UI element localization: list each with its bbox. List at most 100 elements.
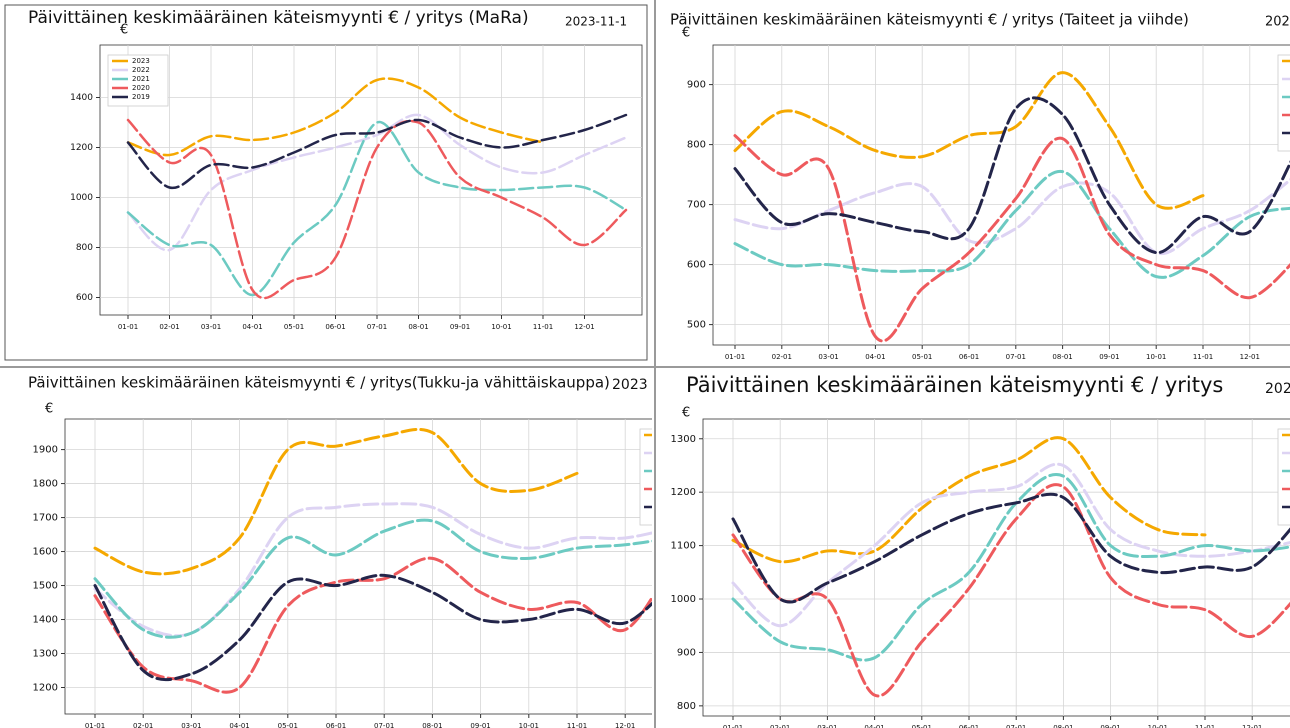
x-tick-label: 12-01	[1242, 724, 1262, 728]
y-axis-label: €	[45, 402, 53, 417]
x-tick-label: 02-01	[159, 323, 179, 331]
chart-title: Päivittäinen keskimääräinen käteismyynti…	[686, 373, 1223, 397]
x-tick-label: 04-01	[229, 722, 249, 728]
x-tick-label: 10-01	[491, 323, 511, 331]
series-line	[731, 492, 1290, 604]
series-line	[126, 121, 628, 297]
series-line	[126, 118, 628, 300]
panel-border	[4, 4, 648, 361]
y-tick-label: 1500	[33, 581, 58, 592]
x-tick-label: 07-01	[374, 722, 394, 728]
y-tick-label: 800	[687, 140, 706, 151]
x-tick-label: 10-01	[1146, 353, 1166, 361]
y-tick-label: 1800	[33, 479, 58, 490]
series-line	[93, 502, 652, 638]
y-tick-label: 500	[687, 320, 706, 331]
date-label: 2023	[1265, 381, 1290, 397]
legend-label: 2022	[132, 66, 150, 74]
x-tick-label: 07-01	[1006, 353, 1026, 361]
x-tick-label: 10-01	[1148, 724, 1168, 728]
series-line	[93, 556, 652, 694]
plot-area	[64, 418, 652, 715]
y-tick-label: 1200	[70, 143, 93, 153]
y-tick-label: 600	[76, 293, 93, 303]
y-tick-label: 1000	[70, 193, 93, 203]
x-tick-label: 12-01	[1240, 353, 1260, 361]
x-tick-label: 08-01	[1052, 353, 1072, 361]
x-tick-label: 02-01	[770, 724, 790, 728]
y-tick-label: 1200	[671, 487, 696, 498]
series-line	[731, 483, 1290, 698]
x-tick-label: 03-01	[201, 323, 221, 331]
x-tick-label: 01-01	[725, 353, 745, 361]
x-tick-label: 10-01	[519, 722, 539, 728]
y-tick-label: 700	[687, 200, 706, 211]
x-tick-label: 09-01	[470, 722, 490, 728]
x-tick-label: 11-01	[1195, 724, 1215, 728]
x-tick-label: 06-01	[959, 353, 979, 361]
x-tick-label: 03-01	[817, 724, 837, 728]
x-tick-label: 09-01	[1100, 724, 1120, 728]
x-tick-label: 04-01	[242, 323, 262, 331]
date-label: 2023	[612, 377, 648, 393]
series-line	[733, 96, 1290, 255]
chart-panel: Päivittäinen keskimääräinen käteismyynti…	[658, 0, 1290, 365]
x-tick-label: 11-01	[533, 323, 553, 331]
series-line	[733, 178, 1290, 256]
x-tick-label: 04-01	[865, 353, 885, 361]
series-line	[126, 77, 545, 157]
x-tick-label: 05-01	[284, 323, 304, 331]
chart-panel: Päivittäinen keskimääräinen käteismyynti…	[0, 0, 652, 365]
x-tick-label: 02-01	[772, 353, 792, 361]
legend-label: 2021	[132, 75, 150, 83]
x-tick-label: 08-01	[422, 722, 442, 728]
chart-title: Päivittäinen keskimääräinen käteismyynti…	[28, 8, 529, 28]
x-tick-label: 05-01	[912, 353, 932, 361]
legend-label: 2023	[132, 57, 150, 65]
y-tick-label: 1700	[33, 513, 58, 524]
x-tick-label: 06-01	[325, 323, 345, 331]
x-tick-label: 09-01	[1099, 353, 1119, 361]
series-line	[731, 436, 1207, 564]
x-tick-label: 11-01	[1193, 353, 1213, 361]
y-tick-label: 1900	[33, 445, 58, 456]
x-tick-label: 04-01	[864, 724, 884, 728]
y-tick-label: 900	[677, 647, 696, 658]
y-tick-label: 800	[76, 243, 93, 253]
legend-box	[1277, 54, 1290, 152]
chart-panel: Päivittäinen keskimääräinen käteismyynti…	[658, 369, 1290, 728]
x-tick-label: 03-01	[818, 353, 838, 361]
y-tick-label: 800	[677, 701, 696, 712]
y-axis-label: €	[120, 23, 128, 38]
x-tick-label: 02-01	[133, 722, 153, 728]
series-line	[93, 573, 652, 682]
x-tick-label: 05-01	[912, 724, 932, 728]
x-tick-label: 06-01	[959, 724, 979, 728]
series-line	[126, 113, 628, 189]
series-line	[733, 134, 1290, 343]
y-tick-label: 600	[687, 260, 706, 271]
legend-box	[639, 428, 652, 526]
separator	[0, 366, 1290, 368]
x-tick-label: 08-01	[1053, 724, 1073, 728]
x-tick-label: 11-01	[567, 722, 587, 728]
chart-title: Päivittäinen keskimääräinen käteismyynti…	[670, 11, 1189, 29]
x-tick-label: 12-01	[574, 323, 594, 331]
y-tick-label: 1400	[33, 615, 58, 626]
date-label: 2023-11-1	[565, 15, 627, 29]
legend-label: 2019	[132, 93, 150, 101]
series-line	[126, 113, 628, 252]
series-line	[733, 170, 1290, 279]
x-tick-label: 08-01	[408, 323, 428, 331]
y-axis-label: €	[682, 26, 690, 41]
y-tick-label: 1400	[70, 93, 93, 103]
y-tick-label: 1300	[33, 649, 58, 660]
plot-area	[99, 44, 643, 316]
y-tick-label: 1000	[671, 594, 696, 605]
x-tick-label: 01-01	[85, 722, 105, 728]
x-tick-label: 12-01	[615, 722, 635, 728]
date-label: 2023	[1265, 15, 1290, 30]
y-tick-label: 900	[687, 80, 706, 91]
x-tick-label: 07-01	[1006, 724, 1026, 728]
y-tick-label: 1300	[671, 434, 696, 445]
